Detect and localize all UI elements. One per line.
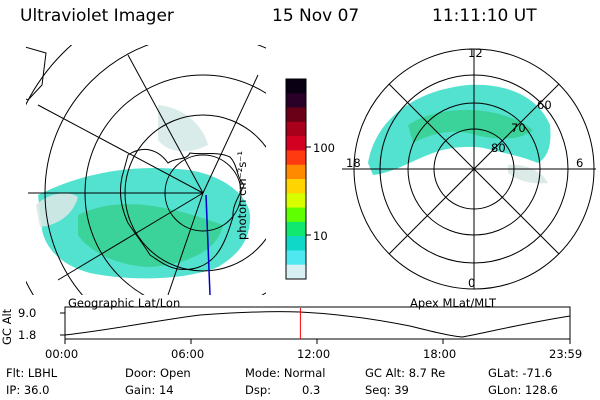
colorbar-band <box>286 136 306 151</box>
alt-xtick-0600: 06:00 <box>171 347 205 361</box>
alt-ytick-1-8: 1.8 <box>18 328 37 342</box>
colorbar-band <box>286 121 306 137</box>
colorbar-band <box>286 236 306 251</box>
aurora-emission-left <box>36 105 251 279</box>
colorbar-band <box>286 193 306 209</box>
colorbar-band <box>286 79 306 94</box>
colorbar-unit-label: photon cm⁻²s⁻¹ <box>235 151 249 240</box>
altitude-curve <box>64 311 571 338</box>
mlt-label-18: 18 <box>346 156 361 170</box>
longitude-grid <box>28 54 259 295</box>
mlt-label-0: 0 <box>468 276 476 290</box>
alt-xtick-1200: 12:00 <box>297 347 331 361</box>
colorbar-tick-100: 100 <box>313 141 335 155</box>
door-label: Door: Open <box>125 366 191 380</box>
dsp-value: 0.3 <box>302 383 321 397</box>
aurora-emission-right <box>368 84 551 184</box>
mlt-grid <box>342 49 596 289</box>
colorbar-band <box>286 179 306 194</box>
apex-mlat-mlt-map[interactable] <box>338 45 600 295</box>
colorbar-band <box>286 150 306 166</box>
alt-ylabel: GC Alt <box>0 308 14 345</box>
gain-label: Gain: 14 <box>125 383 174 397</box>
mlat-label-60: 60 <box>537 98 552 112</box>
date-display: 15 Nov 07 <box>272 6 360 26</box>
mlt-label-6: 6 <box>576 156 584 170</box>
coastline <box>119 148 245 270</box>
mode-label: Mode: Normal <box>245 366 326 380</box>
alt-ytick-9: 9.0 <box>18 306 37 320</box>
time-display: 11:11:10 UT <box>432 6 537 26</box>
colorbar-band <box>286 93 306 109</box>
colorbar-tick-10: 10 <box>313 229 328 243</box>
colorbar-gradient <box>286 79 306 280</box>
colorbar-band <box>286 250 306 266</box>
seq-label: Seq: 39 <box>365 383 409 397</box>
filter-label: Flt: LBHL <box>6 366 58 380</box>
dsp-label: Dsp: <box>245 383 272 397</box>
alt-xtick-0000: 00:00 <box>45 347 79 361</box>
colorbar-band <box>286 164 306 180</box>
glat-label: GLat: -71.6 <box>488 366 553 380</box>
colorbar-band <box>286 107 306 123</box>
glon-label: GLon: 128.6 <box>488 383 558 397</box>
ip-label: IP: 36.0 <box>6 383 50 397</box>
colorbar-band <box>286 221 306 237</box>
geographic-map[interactable] <box>18 45 268 295</box>
colorbar-band <box>286 264 306 280</box>
colorbar-band <box>286 207 306 223</box>
alt-xtick-2359: 23:59 <box>549 347 583 361</box>
intensity-colorbar <box>285 78 311 280</box>
altitude-timeline[interactable] <box>0 306 600 348</box>
app-title: Ultraviolet Imager <box>20 6 174 26</box>
alt-xtick-1800: 18:00 <box>423 347 457 361</box>
meridian-line <box>205 194 211 295</box>
mlat-label-80: 80 <box>491 141 506 155</box>
mlt-label-12: 12 <box>468 46 483 60</box>
gc-alt-label: GC Alt: 8.7 Re <box>365 366 446 380</box>
mlat-label-70: 70 <box>511 121 526 135</box>
